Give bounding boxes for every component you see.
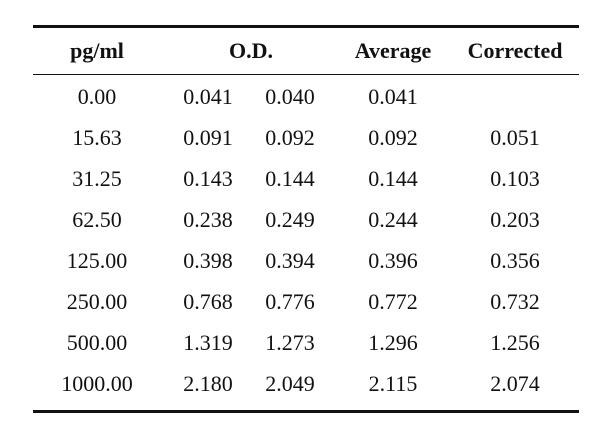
cell-od-1: 0.091 xyxy=(183,124,233,150)
cell-corrected: 1.256 xyxy=(490,329,540,355)
cell-pg-ml: 250.00 xyxy=(66,288,128,314)
cell-average: 0.244 xyxy=(368,206,418,232)
cell-average: 0.092 xyxy=(368,124,418,150)
cell-od-2: 0.249 xyxy=(265,206,315,232)
cell-corrected xyxy=(451,76,579,117)
standard-curve-table: pg/ml O.D. Average Corrected 0.00 0.041 0.… xyxy=(33,25,579,413)
cell-od-1: 1.319 xyxy=(183,329,233,355)
cell-od-2: 2.049 xyxy=(265,370,315,396)
cell-od-1: 0.398 xyxy=(183,247,233,273)
cell-od-2: 0.394 xyxy=(265,247,315,273)
header-pg-ml: pg/ml xyxy=(70,38,124,63)
header-average: Average xyxy=(354,38,432,63)
cell-corrected: 2.074 xyxy=(490,370,540,396)
cell-corrected: 0.356 xyxy=(490,247,540,273)
cell-od-1: 0.768 xyxy=(183,288,233,314)
table-row: 1000.00 2.180 2.049 2.115 2.074 xyxy=(33,363,579,404)
table-header-rule xyxy=(33,74,579,75)
cell-corrected: 0.732 xyxy=(490,288,540,314)
cell-average: 0.144 xyxy=(368,165,418,191)
table-row: 0.00 0.041 0.040 0.041 xyxy=(33,76,579,117)
table-row: 500.00 1.319 1.273 1.296 1.256 xyxy=(33,322,579,363)
header-corrected: Corrected xyxy=(467,38,563,63)
cell-average: 1.296 xyxy=(368,329,418,355)
cell-od-1: 0.238 xyxy=(183,206,233,232)
cell-pg-ml: 15.63 xyxy=(72,124,122,150)
cell-od-2: 0.776 xyxy=(265,288,315,314)
table-row: 31.25 0.143 0.144 0.144 0.103 xyxy=(33,158,579,199)
cell-od-2: 1.273 xyxy=(265,329,315,355)
cell-pg-ml: 0.00 xyxy=(77,83,117,109)
cell-average: 0.041 xyxy=(368,83,418,109)
table-bottom-rule xyxy=(33,410,579,413)
header-od: O.D. xyxy=(229,38,273,63)
cell-od-2: 0.092 xyxy=(265,124,315,150)
cell-od-1: 0.143 xyxy=(183,165,233,191)
cell-pg-ml: 1000.00 xyxy=(61,370,133,396)
cell-pg-ml: 31.25 xyxy=(72,165,122,191)
cell-od-2: 0.144 xyxy=(265,165,315,191)
table-row: 15.63 0.091 0.092 0.092 0.051 xyxy=(33,117,579,158)
cell-pg-ml: 500.00 xyxy=(66,329,128,355)
cell-od-1: 2.180 xyxy=(183,370,233,396)
cell-pg-ml: 62.50 xyxy=(72,206,122,232)
table-header-row: pg/ml O.D. Average Corrected xyxy=(33,28,579,74)
cell-corrected: 0.051 xyxy=(490,124,540,150)
table-body: 0.00 0.041 0.040 0.041 15.63 0.091 0.092 0.092 0… xyxy=(33,75,579,410)
table-row: 250.00 0.768 0.776 0.772 0.732 xyxy=(33,281,579,322)
cell-corrected: 0.203 xyxy=(490,206,540,232)
cell-average: 2.115 xyxy=(368,370,418,396)
cell-average: 0.396 xyxy=(368,247,418,273)
table-top-rule xyxy=(33,25,579,28)
cell-od-1: 0.041 xyxy=(183,83,233,109)
table-row: 125.00 0.398 0.394 0.396 0.356 xyxy=(33,240,579,281)
cell-corrected: 0.103 xyxy=(490,165,540,191)
cell-pg-ml: 125.00 xyxy=(66,247,128,273)
cell-od-2: 0.040 xyxy=(265,83,315,109)
table-row: 62.50 0.238 0.249 0.244 0.203 xyxy=(33,199,579,240)
cell-average: 0.772 xyxy=(368,288,418,314)
